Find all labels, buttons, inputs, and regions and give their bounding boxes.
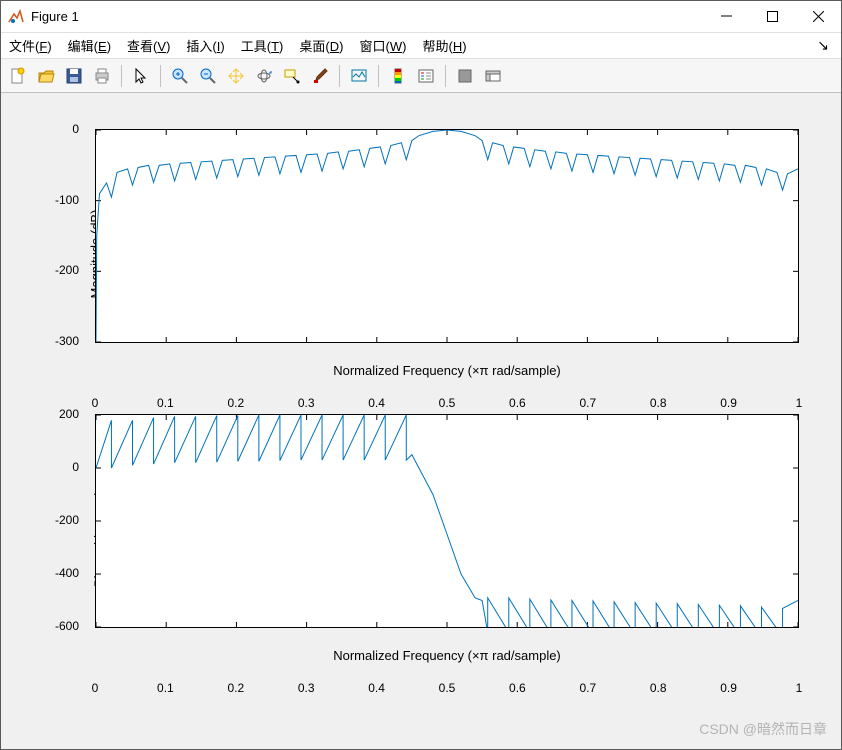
close-button[interactable] — [795, 1, 841, 33]
maximize-button[interactable] — [749, 1, 795, 33]
new-icon[interactable] — [5, 63, 31, 89]
toolbar — [1, 59, 841, 93]
menu-desktop[interactable]: 桌面(D) — [299, 36, 343, 55]
rotate-icon[interactable] — [251, 63, 277, 89]
print-icon[interactable] — [89, 63, 115, 89]
watermark: CSDN @暗然而日章 — [699, 719, 827, 739]
brush-icon[interactable] — [307, 63, 333, 89]
subplot-phase: Phase (degrees) 2000-200-400-600 00.10.2… — [95, 414, 799, 663]
dock-icon[interactable]: ↘ — [817, 37, 833, 54]
save-icon[interactable] — [61, 63, 87, 89]
colorbar-icon[interactable] — [385, 63, 411, 89]
data-cursor-icon[interactable] — [279, 63, 305, 89]
xlabel-magnitude: Normalized Frequency (×π rad/sample) — [95, 363, 799, 378]
show-tools-icon[interactable] — [480, 63, 506, 89]
separator — [160, 65, 161, 87]
zoom-out-icon[interactable] — [195, 63, 221, 89]
menu-help[interactable]: 帮助(H) — [422, 36, 466, 55]
hide-tools-icon[interactable] — [452, 63, 478, 89]
window-title: Figure 1 — [31, 9, 703, 24]
separator — [445, 65, 446, 87]
titlebar: Figure 1 — [1, 1, 841, 33]
figure-area: Magnitude (dB) 0-100-200-300 00.10.20.30… — [1, 93, 841, 749]
menu-window[interactable]: 窗口(W) — [359, 36, 406, 55]
legend-icon[interactable] — [413, 63, 439, 89]
menu-file[interactable]: 文件(F) — [9, 36, 52, 55]
menu-view[interactable]: 查看(V) — [127, 36, 170, 55]
separator — [378, 65, 379, 87]
pan-icon[interactable] — [223, 63, 249, 89]
menu-tools[interactable]: 工具(T) — [241, 36, 284, 55]
separator — [339, 65, 340, 87]
zoom-in-icon[interactable] — [167, 63, 193, 89]
menu-insert[interactable]: 插入(I) — [186, 36, 224, 55]
separator — [121, 65, 122, 87]
pointer-icon[interactable] — [128, 63, 154, 89]
subplot-magnitude: Magnitude (dB) 0-100-200-300 00.10.20.30… — [95, 129, 799, 378]
link-icon[interactable] — [346, 63, 372, 89]
menu-edit[interactable]: 编辑(E) — [68, 36, 111, 55]
open-icon[interactable] — [33, 63, 59, 89]
xlabel-phase: Normalized Frequency (×π rad/sample) — [95, 648, 799, 663]
menubar: 文件(F) 编辑(E) 查看(V) 插入(I) 工具(T) 桌面(D) 窗口(W… — [1, 33, 841, 59]
minimize-button[interactable] — [703, 1, 749, 33]
matlab-icon — [7, 8, 25, 26]
